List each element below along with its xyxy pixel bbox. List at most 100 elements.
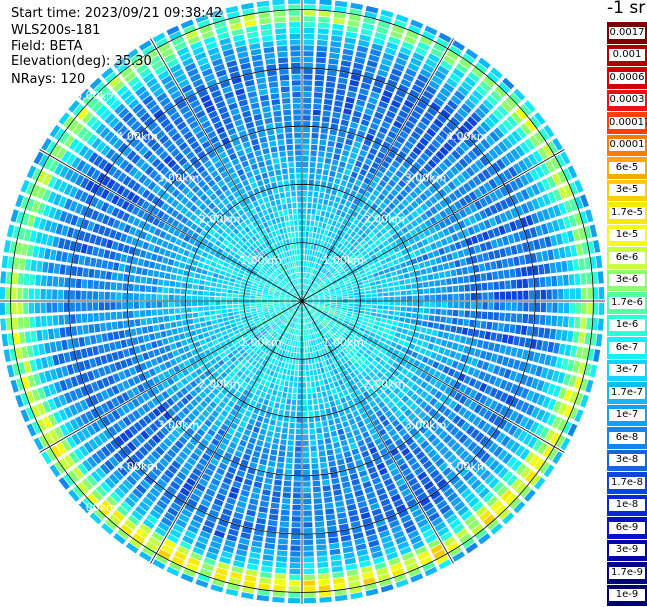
range-bin [547, 398, 557, 411]
range-bin [480, 138, 491, 150]
range-bin [474, 200, 483, 210]
range-bin [279, 355, 284, 362]
range-bin [224, 502, 235, 511]
range-bin [192, 488, 203, 498]
range-bin [585, 209, 594, 223]
range-bin [320, 415, 327, 421]
range-bin [229, 345, 236, 352]
range-bin [427, 53, 440, 63]
range-bin [371, 161, 380, 170]
range-bin [349, 255, 356, 261]
range-bin [267, 375, 273, 382]
range-bin [312, 486, 321, 493]
range-bin [540, 163, 550, 176]
range-bin [434, 280, 441, 287]
range-bin [157, 301, 163, 308]
range-bin [284, 475, 292, 481]
range-bin [131, 386, 140, 396]
range-bin [345, 498, 355, 506]
range-bin [381, 283, 388, 288]
range-bin [197, 504, 209, 513]
range-bin [329, 370, 335, 377]
range-bin [483, 514, 496, 526]
range-bin [114, 361, 123, 371]
range-bin [402, 519, 415, 529]
range-bin [249, 333, 255, 338]
range-bin [306, 294, 312, 298]
range-bin [233, 417, 241, 425]
range-bin [342, 546, 354, 554]
range-bin [310, 451, 318, 458]
range-bin [213, 573, 227, 582]
range-bin [545, 276, 552, 287]
range-bin [370, 243, 377, 250]
range-bin [389, 73, 400, 83]
range-bin [524, 489, 536, 502]
range-bin [313, 369, 318, 376]
range-bin [446, 341, 453, 349]
range-bin [191, 408, 200, 417]
range-bin [3, 349, 11, 362]
range-bin [318, 374, 323, 380]
range-bin [328, 313, 334, 317]
range-bin [201, 453, 211, 462]
range-bin [515, 445, 526, 457]
range-bin [431, 329, 438, 337]
range-bin [372, 338, 379, 344]
range-bin [101, 333, 108, 342]
range-bin [320, 468, 329, 474]
range-bin [451, 233, 459, 242]
range-bin [316, 344, 321, 351]
range-bin [431, 155, 441, 165]
range-bin [257, 289, 263, 293]
range-bin [40, 233, 49, 245]
range-bin [385, 244, 392, 251]
range-bin [580, 394, 589, 408]
range-bin [282, 422, 289, 428]
range-bin [355, 459, 364, 467]
range-bin [433, 370, 442, 379]
range-bin [532, 439, 543, 452]
range-bin [302, 301, 303, 307]
range-bin [290, 551, 301, 557]
range-bin [400, 346, 408, 353]
range-bin [239, 291, 245, 295]
range-bin [306, 285, 310, 291]
range-bin [415, 172, 425, 181]
range-bin [243, 580, 256, 588]
range-bin [237, 324, 244, 329]
range-bin [137, 406, 146, 417]
range-bin [303, 504, 312, 511]
range-bin [342, 174, 349, 181]
range-bin [213, 452, 222, 461]
range-bin [539, 277, 546, 287]
range-bin [244, 369, 251, 376]
range-bin [321, 349, 326, 355]
range-bin [81, 478, 93, 491]
range-bin [364, 287, 371, 291]
range-bin [403, 493, 415, 503]
range-bin [336, 301, 343, 303]
range-bin [324, 292, 330, 295]
range-bin [397, 212, 406, 220]
range-bin [274, 579, 286, 586]
range-bin [217, 318, 224, 323]
range-bin [132, 409, 141, 420]
range-bin [342, 421, 349, 428]
range-bin [259, 577, 272, 585]
range-bin [104, 291, 110, 300]
range-bin [307, 296, 312, 299]
range-bin [308, 329, 311, 335]
range-bin [203, 296, 209, 301]
range-bin [436, 478, 448, 489]
range-bin [318, 145, 326, 152]
range-bin [340, 351, 346, 357]
range-bin [409, 403, 418, 412]
range-bin [78, 501, 91, 514]
range-bin [419, 425, 429, 434]
range-bin [537, 442, 548, 455]
range-bin [323, 289, 329, 293]
range-bin [501, 258, 509, 268]
range-bin [467, 71, 480, 83]
range-bin [291, 533, 301, 540]
